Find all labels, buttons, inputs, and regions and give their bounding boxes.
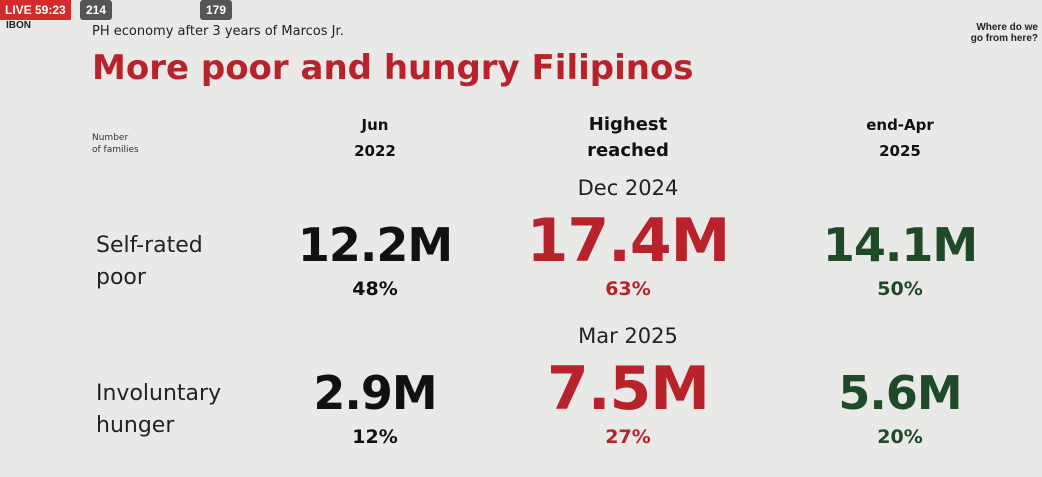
row-label: Involuntary hunger — [96, 378, 221, 442]
live-badge: LIVE 59:23 — [0, 0, 71, 20]
line: of families — [92, 145, 139, 155]
line: poor — [96, 265, 146, 290]
count: 7.5M — [547, 354, 710, 424]
count: 17.4M — [526, 206, 731, 276]
count: 5.6M — [838, 366, 962, 420]
title: More poor and hungry Filipinos — [92, 48, 694, 88]
count: 14.1M — [822, 218, 978, 272]
count: 2.9M — [313, 366, 437, 420]
corner-note: Where do we go from here? — [971, 22, 1038, 44]
line: end-Apr — [866, 116, 934, 134]
reaction-count: 179 — [200, 0, 233, 20]
period: Dec 2024 — [577, 176, 679, 200]
line: Number — [92, 133, 129, 143]
subtitle: PH economy after 3 years of Marcos Jr. — [92, 24, 344, 39]
line: Highest — [588, 114, 668, 135]
corner-label: Number of families — [92, 132, 139, 156]
column-header: Highest reached — [587, 112, 669, 164]
share: 20% — [877, 426, 923, 448]
line: Involuntary — [96, 381, 222, 406]
share: 63% — [605, 278, 651, 300]
line: 2025 — [879, 142, 921, 160]
column-header: Jun 2022 — [354, 112, 396, 164]
period: Mar 2025 — [578, 324, 678, 348]
line: Where do we — [976, 22, 1038, 33]
column-header: end-Apr 2025 — [866, 112, 934, 164]
count: 12.2M — [297, 218, 453, 272]
share: 48% — [352, 278, 398, 300]
share: 12% — [352, 426, 398, 448]
share: 50% — [877, 278, 923, 300]
share: 27% — [605, 426, 651, 448]
line: go from here? — [970, 33, 1038, 44]
channel: IBON — [6, 20, 31, 31]
line: hunger — [96, 413, 175, 438]
line: 2022 — [354, 142, 396, 160]
row-label: Self-rated poor — [96, 230, 203, 294]
line: reached — [587, 140, 669, 161]
line: Self-rated — [96, 233, 203, 258]
line: Jun — [361, 116, 389, 134]
viewer-count: 214 — [80, 0, 113, 20]
